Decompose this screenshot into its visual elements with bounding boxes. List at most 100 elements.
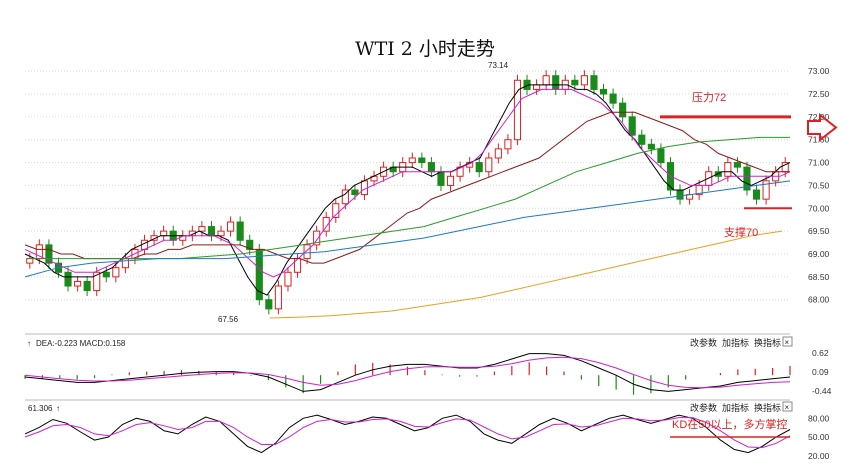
chart-title: WTI 2 小时走势	[355, 38, 495, 60]
candle-body	[322, 216, 330, 232]
candle-body	[513, 79, 522, 141]
candlestick-series	[26, 70, 789, 315]
candle-body	[207, 226, 216, 237]
candle-body	[246, 239, 254, 250]
macd-dif-line	[24, 353, 791, 392]
candle-body	[284, 271, 292, 287]
candle-body	[351, 189, 359, 196]
candle-body	[437, 171, 445, 186]
ma-line	[24, 88, 791, 278]
kd-d-line	[24, 417, 791, 449]
macd-y-tick-label: 0.62	[812, 348, 829, 358]
candle-body	[475, 162, 483, 173]
candle-body	[217, 230, 225, 237]
candle-body	[83, 280, 91, 292]
candle-body	[227, 221, 235, 232]
ma-line	[269, 230, 783, 319]
macd-y-axis: 0.62 0.09 -0.44	[812, 348, 832, 396]
y-tick-label: 69.00	[808, 249, 830, 259]
close-icon[interactable]	[782, 336, 793, 347]
candle-body	[150, 235, 158, 241]
candle-body	[64, 271, 72, 287]
kd-annotation: KD在50以上，多方掌控	[672, 417, 788, 431]
candle-body	[485, 157, 493, 173]
ma-line	[24, 180, 791, 278]
y-tick-label: 73.00	[808, 66, 830, 76]
candle-body	[236, 221, 244, 241]
candle-body	[26, 258, 34, 264]
kd-y-axis: 80.00 50.00 20.00	[808, 413, 830, 461]
kd-y-tick-label: 80.00	[808, 413, 830, 423]
macd-legend-arrow: ↑	[27, 339, 31, 348]
switch-indicator-button[interactable]: 换指标	[754, 337, 781, 348]
candle-body	[619, 102, 627, 118]
kd-toolbar: 改参数 加指标 换指标 ×	[690, 401, 793, 413]
candle-body	[112, 267, 120, 278]
y-tick-label: 71.50	[808, 135, 830, 145]
candle-body	[724, 162, 732, 177]
candle-body	[408, 157, 416, 164]
edit-params-button[interactable]: 改参数	[690, 337, 717, 348]
candle-body	[160, 230, 168, 237]
y-tick-label: 68.00	[808, 295, 830, 305]
candle-body	[274, 285, 282, 310]
y-tick-label: 68.50	[808, 272, 830, 282]
macd-legend: DEA:-0.223 MACD:0.158	[36, 339, 126, 348]
support-label: 支撑70	[724, 225, 758, 239]
candle-body	[676, 189, 684, 200]
candle-body	[590, 75, 598, 90]
high-label: 73.14	[488, 61, 509, 70]
candle-body	[638, 134, 646, 145]
candle-body	[628, 116, 636, 136]
candle-body	[418, 157, 426, 164]
ma-line	[24, 84, 791, 296]
candle-body	[762, 180, 770, 200]
moving-average-lines	[24, 84, 791, 319]
kd-y-tick-label: 20.00	[808, 451, 830, 461]
macd-y-tick-label: 0.09	[812, 367, 829, 377]
add-indicator-button[interactable]: 加指标	[722, 337, 749, 348]
kd-panel	[24, 414, 791, 454]
candle-body	[332, 203, 340, 218]
candle-body	[74, 280, 82, 287]
switch-indicator-button[interactable]: 换指标	[754, 402, 781, 413]
candle-body	[494, 148, 502, 159]
kd-legend: 61.306	[28, 404, 53, 413]
candle-body	[580, 75, 588, 86]
close-glyph: ×	[785, 338, 790, 347]
close-glyph: ×	[785, 403, 790, 412]
candle-body	[542, 75, 550, 86]
y-tick-label: 72.50	[808, 89, 830, 99]
candle-body	[93, 271, 101, 292]
edit-params-button[interactable]: 改参数	[690, 402, 717, 413]
candle-body	[647, 143, 655, 150]
candle-body	[427, 162, 435, 173]
add-indicator-button[interactable]: 加指标	[722, 402, 749, 413]
close-icon[interactable]	[782, 401, 793, 412]
main-gridlines	[25, 70, 790, 301]
y-tick-label: 71.00	[808, 158, 830, 168]
candle-body	[446, 175, 455, 186]
candle-body	[45, 244, 53, 264]
candle-body	[504, 139, 512, 150]
candle-body	[341, 189, 349, 205]
main-y-axis: 73.00 72.50 72.00 71.50 71.00 70.50 70.00 69.50…	[808, 66, 830, 305]
right-arrow-icon	[807, 112, 838, 143]
candle-body	[599, 88, 608, 95]
low-label: 67.56	[218, 315, 239, 324]
kd-y-tick-label: 50.00	[808, 432, 830, 442]
ma-line	[24, 111, 790, 264]
y-tick-label: 70.50	[808, 180, 830, 190]
candle-body	[743, 166, 751, 191]
candle-body	[303, 244, 311, 260]
candle-body	[552, 75, 560, 90]
y-tick-label: 72.00	[808, 112, 830, 122]
candle-body	[533, 84, 541, 90]
candle-body	[571, 79, 579, 86]
candle-body	[198, 226, 206, 232]
resistance-label: 压力72	[692, 91, 726, 104]
macd-dea-line	[24, 356, 791, 389]
candle-body	[102, 271, 110, 278]
y-tick-label: 69.50	[808, 226, 830, 236]
